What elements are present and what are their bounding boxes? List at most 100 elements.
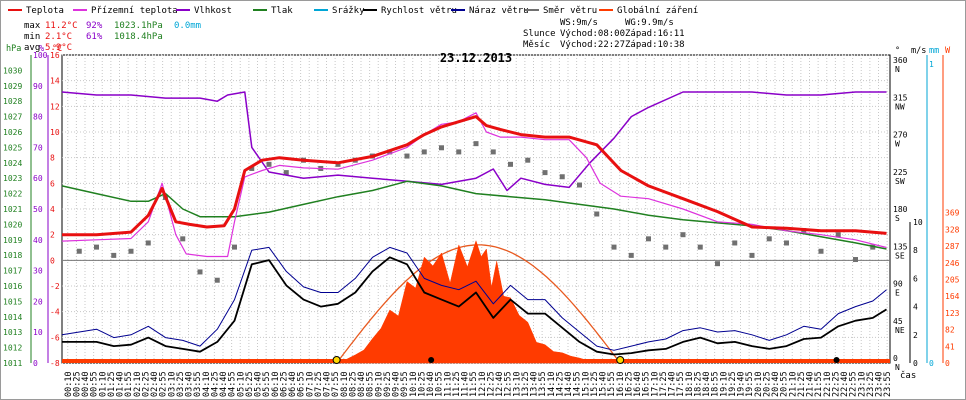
x-tick-label: 09:40 <box>392 371 402 397</box>
x-tick-label: 22:55 <box>849 371 859 397</box>
series-vlhkost <box>61 91 887 192</box>
x-tick-label: 18:25 <box>693 371 703 397</box>
radiation-tick: 123 <box>945 309 960 318</box>
humidity-tick: 0 <box>33 359 38 368</box>
x-tick-label: 18:55 <box>711 371 721 397</box>
wind-direction-point <box>439 145 444 151</box>
x-tick-label: 00:40 <box>81 371 91 397</box>
wind-direction-point <box>197 269 203 275</box>
temperature-tick: 14 <box>50 77 60 86</box>
x-tick-label: 14:55 <box>573 371 583 397</box>
x-tick-label: 13:10 <box>512 371 522 397</box>
pressure-tick: 1024 <box>3 159 22 168</box>
stat-value: 92% <box>86 21 103 31</box>
x-tick-label: 05:10 <box>236 371 246 397</box>
stat-value: 1018.4hPa <box>114 32 163 42</box>
x-tick-label: 22:40 <box>840 371 850 397</box>
pressure-tick: 1015 <box>3 297 22 306</box>
pressure-tick: 1014 <box>3 313 22 322</box>
x-tick-label: 21:25 <box>797 371 807 397</box>
wind-direction-point <box>680 232 686 238</box>
x-tick-label: 17:10 <box>650 371 660 397</box>
x-tick-label: 04:55 <box>228 371 238 397</box>
wind-direction-point <box>180 236 186 242</box>
wind-direction-point <box>490 149 496 155</box>
humidity-tick: 90 <box>33 82 43 91</box>
x-tick-label: 12:40 <box>495 371 505 397</box>
winddir-tick-deg: 270 <box>893 131 908 140</box>
winddir-tick-deg: 180 <box>893 205 908 214</box>
stat-value: 61% <box>86 32 103 42</box>
pressure-tick: 1027 <box>3 113 22 122</box>
x-tick-label: 06:40 <box>288 371 298 397</box>
x-tick-label: 00:55 <box>90 371 100 397</box>
x-tick-label: 12:55 <box>504 371 514 397</box>
temperature-tick: 6 <box>50 179 55 188</box>
pressure-tick: 1030 <box>3 66 22 75</box>
pressure-tick: 1016 <box>3 282 22 291</box>
wind-direction-point <box>628 252 634 258</box>
x-tick-label: 17:55 <box>676 371 686 397</box>
legend-label: Rychlost větru <box>381 6 457 16</box>
x-tick-label: 13:55 <box>538 371 548 397</box>
humidity-tick: 30 <box>33 267 43 276</box>
legend-label: Směr větru <box>543 6 597 16</box>
x-tick-label: 20:25 <box>762 371 772 397</box>
x-tick-label: 07:55 <box>331 371 341 397</box>
x-axis-label: čas <box>900 370 916 381</box>
wind-direction-point <box>456 149 462 155</box>
wind-stat: Slunce <box>523 29 556 39</box>
winddir-tick-dir: W <box>895 140 900 149</box>
wind-direction-point <box>732 240 738 246</box>
winddir-tick-deg: 90 <box>893 280 903 289</box>
legend-label: Náraz větru <box>469 6 529 16</box>
winddir-tick-dir: S <box>895 214 900 223</box>
x-tick-label: 20:40 <box>771 371 781 397</box>
windspeed-tick: 6 <box>913 274 918 283</box>
x-tick-label: 01:25 <box>107 371 117 397</box>
x-tick-label: 06:10 <box>271 371 281 397</box>
radiation-tick: 164 <box>945 292 960 301</box>
precip-tick: 1 <box>929 60 934 69</box>
wind-direction-point <box>818 248 824 254</box>
x-tick-label: 21:10 <box>788 371 798 397</box>
radiation-baseline <box>62 359 890 363</box>
wind-direction-point <box>577 182 582 188</box>
x-tick-label: 23:25 <box>866 371 876 397</box>
radiation-tick: 287 <box>945 242 960 251</box>
winddir-tick-dir: N <box>895 65 900 74</box>
wind-direction-point <box>784 240 789 246</box>
x-tick-label: 02:55 <box>159 371 169 397</box>
sun-marker-sunrise <box>332 356 341 364</box>
wind-direction-point <box>232 244 237 250</box>
x-tick-label: 04:10 <box>202 371 212 397</box>
x-tick-label: 16:25 <box>624 371 634 397</box>
wind-direction-point <box>870 244 876 250</box>
x-tick-label: 16:40 <box>633 371 643 397</box>
temperature-tick: -4 <box>50 308 60 317</box>
radiation-theoretical-line <box>336 244 621 364</box>
wind-direction-point <box>542 170 548 176</box>
temperature-tick: 12 <box>50 102 60 111</box>
x-tick-label: 19:55 <box>745 371 755 397</box>
temperature-tick: 8 <box>50 154 55 163</box>
wind-direction-point <box>266 161 272 167</box>
x-tick-label: 12:10 <box>478 371 488 397</box>
wind-direction-point <box>835 232 841 238</box>
x-tick-label: 15:10 <box>581 371 591 397</box>
pressure-tick: 1018 <box>3 251 22 260</box>
x-tick-label: 13:40 <box>530 371 540 397</box>
pressure-tick: 1022 <box>3 190 22 199</box>
x-tick-label: 15:55 <box>607 371 617 397</box>
wind-direction-point <box>853 257 858 263</box>
x-tick-label: 08:25 <box>348 371 358 397</box>
radiation-tick: 82 <box>945 326 955 335</box>
x-tick-label: 05:40 <box>254 371 264 397</box>
x-tick-label: 08:10 <box>340 371 350 397</box>
x-tick-label: 12:25 <box>486 371 496 397</box>
temperature-tick: 0 <box>50 256 55 265</box>
x-tick-label: 09:25 <box>383 371 393 397</box>
temperature-tick: 16 <box>50 51 60 60</box>
